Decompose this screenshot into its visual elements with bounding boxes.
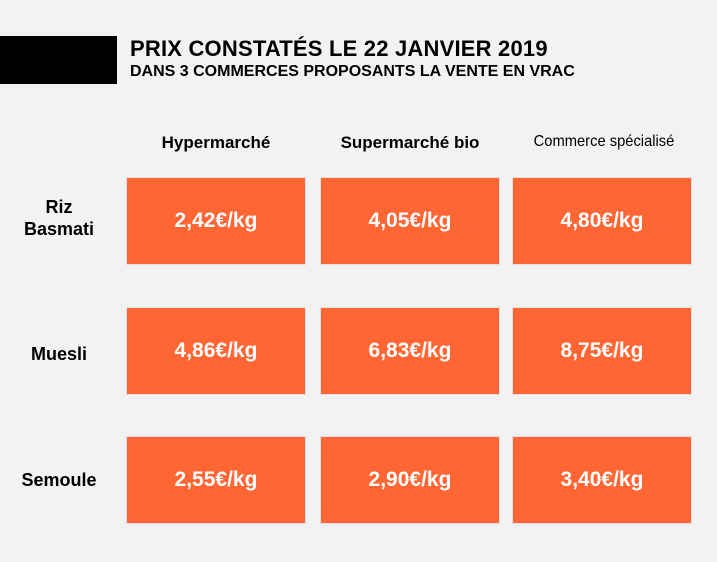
page-subtitle: DANS 3 COMMERCES PROPOSANTS LA VENTE EN …: [130, 63, 575, 80]
price-cell: 3,40€/kg: [512, 436, 692, 524]
price-cell: 6,83€/kg: [320, 307, 500, 395]
row-label-line1: Semoule: [21, 470, 97, 490]
column-header-supermarche-bio: Supermarché bio: [340, 133, 480, 152]
row-label-riz-basmati: Riz Basmati: [0, 196, 118, 240]
price-cell: 2,90€/kg: [320, 436, 500, 524]
row-label-line1: Muesli: [30, 344, 87, 364]
row-label-line2: Basmati: [23, 219, 95, 239]
page-title: PRIX CONSTATÉS LE 22 JANVIER 2019: [130, 36, 548, 61]
row-label-semoule: Semoule: [0, 469, 118, 491]
price-cell: 4,05€/kg: [320, 177, 500, 265]
price-cell: 2,55€/kg: [126, 436, 306, 524]
price-cell: 4,80€/kg: [512, 177, 692, 265]
price-cell: 8,75€/kg: [512, 307, 692, 395]
price-cell: 4,86€/kg: [126, 307, 306, 395]
price-cell: 2,42€/kg: [126, 177, 306, 265]
row-label-muesli: Muesli: [0, 343, 118, 365]
column-header-hypermarche: Hypermarché: [161, 133, 271, 152]
column-header-commerce-specialise: Commerce spécialisé: [533, 133, 675, 150]
header-black-block: [0, 36, 117, 84]
row-label-line1: Riz: [45, 197, 73, 217]
